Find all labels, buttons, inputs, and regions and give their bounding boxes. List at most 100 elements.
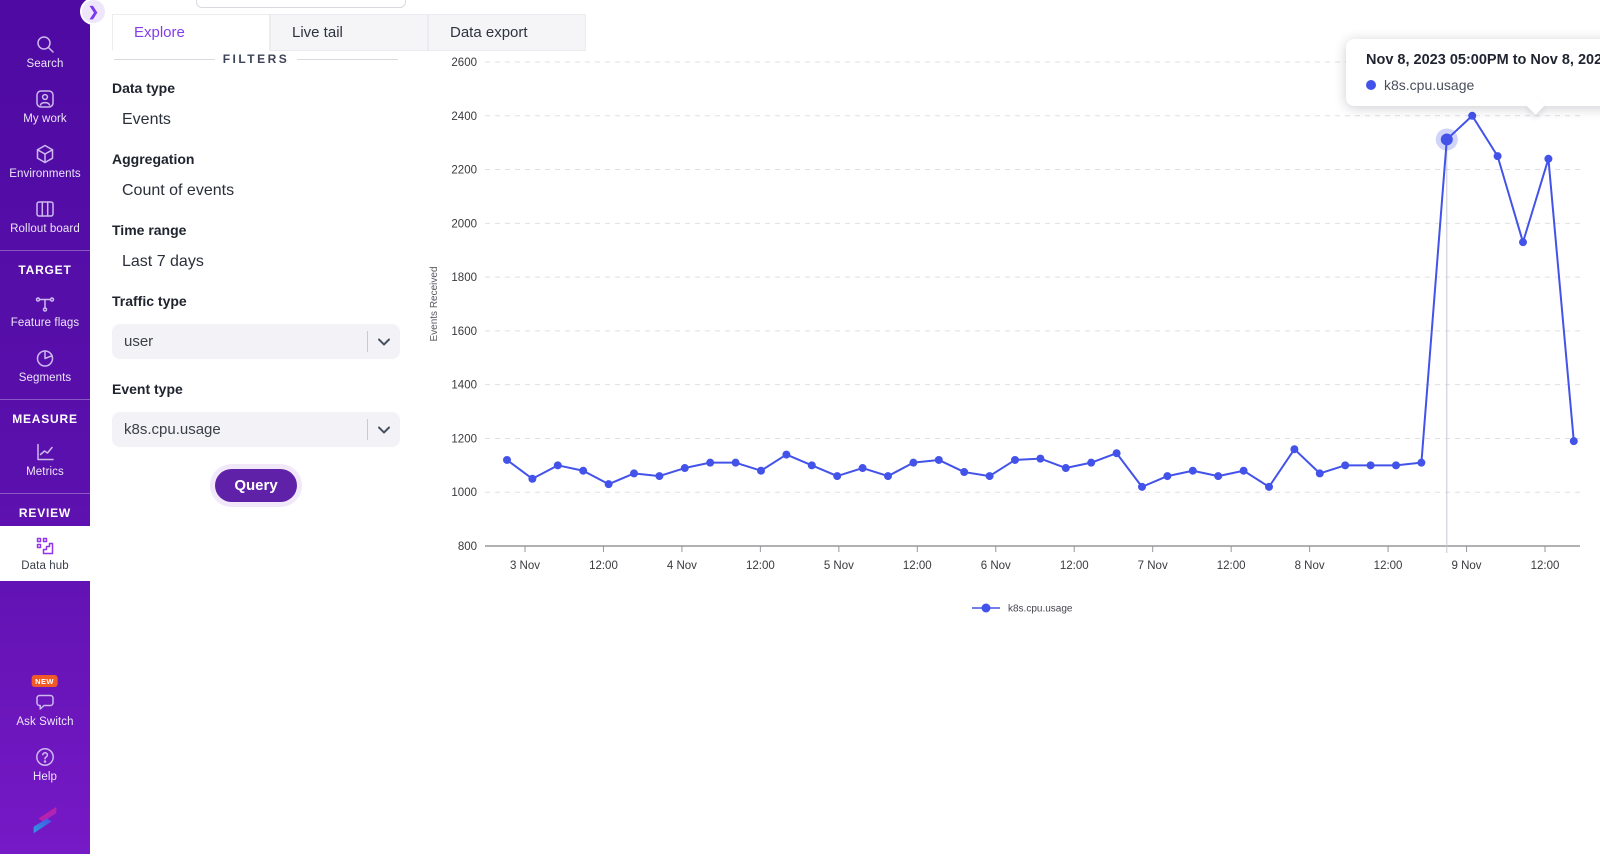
traffic-type-value: user <box>124 333 154 350</box>
sidebar-item-label: Metrics <box>26 466 64 478</box>
svg-text:800: 800 <box>458 541 477 553</box>
filter-label: Event type <box>112 381 183 397</box>
sidebar-item-label: Segments <box>18 372 72 384</box>
filters-title: FILTERS <box>222 52 290 66</box>
svg-text:12:00: 12:00 <box>1531 560 1560 572</box>
floating-input[interactable] <box>196 0 406 8</box>
svg-text:12:00: 12:00 <box>1374 560 1403 572</box>
filter-label: Traffic type <box>112 293 187 309</box>
svg-text:8 Nov: 8 Nov <box>1295 560 1325 572</box>
sidebar-item-metrics[interactable]: Metrics <box>0 432 90 487</box>
filter-value-data-type[interactable]: Events <box>122 111 171 128</box>
svg-text:9 Nov: 9 Nov <box>1452 560 1482 572</box>
series-dot-icon <box>1366 80 1376 90</box>
event-type-select[interactable]: k8s.cpu.usage <box>112 412 400 447</box>
sidebar-item-label: Rollout board <box>10 223 80 235</box>
chart-line-icon <box>34 441 56 463</box>
svg-text:1800: 1800 <box>451 272 477 284</box>
svg-text:12:00: 12:00 <box>746 560 775 572</box>
svg-text:1400: 1400 <box>451 380 477 392</box>
svg-text:2000: 2000 <box>451 218 477 230</box>
sidebar-item-label: Ask Switch <box>16 716 74 728</box>
sidebar-item-label: Environments <box>9 168 81 180</box>
sidebar-section-target: TARGET Feature flags Segments <box>0 250 90 393</box>
sidebar-item-data-hub[interactable]: Data hub <box>0 526 90 581</box>
tooltip-title: Nov 8, 2023 05:00PM to Nov 8, 2023 09:00… <box>1366 52 1600 68</box>
svg-text:6 Nov: 6 Nov <box>981 560 1011 572</box>
sidebar-item-label: Search <box>26 58 64 70</box>
svg-text:1600: 1600 <box>451 326 477 338</box>
svg-text:12:00: 12:00 <box>589 560 618 572</box>
filter-time-range: Time range Last 7 days <box>112 222 400 271</box>
filter-traffic-type: Traffic type user <box>112 293 400 359</box>
sidebar-expand-button[interactable]: ❯ <box>80 0 107 25</box>
sidebar-item-environments[interactable]: Environments <box>0 134 90 189</box>
sidebar-item-help[interactable]: Help <box>0 737 90 792</box>
new-badge: NEW <box>31 675 58 687</box>
svg-text:2400: 2400 <box>451 111 477 123</box>
event-type-value: k8s.cpu.usage <box>124 421 221 438</box>
svg-text:5 Nov: 5 Nov <box>824 560 854 572</box>
brand-logo <box>0 792 90 854</box>
sidebar-item-label: Data hub <box>21 560 69 572</box>
chart-svg[interactable]: 800 1000 1200 1400 1600 1800 2000 2200 2400 2600 3… <box>420 40 1600 640</box>
pie-icon <box>34 347 56 369</box>
filters-panel: FILTERS Data type Events Aggregation Cou… <box>112 50 400 502</box>
svg-text:12:00: 12:00 <box>903 560 932 572</box>
sidebar-item-my-work[interactable]: My work <box>0 79 90 134</box>
user-card-icon <box>34 88 56 110</box>
svg-text:4 Nov: 4 Nov <box>667 560 697 572</box>
main-area: Explore Live tail Data export FILTERS Da… <box>90 0 1600 854</box>
tab-live-tail[interactable]: Live tail <box>270 14 428 51</box>
sidebar-item-rollout-board[interactable]: Rollout board <box>0 189 90 244</box>
chevron-down-icon <box>368 426 400 434</box>
svg-text:12:00: 12:00 <box>1217 560 1246 572</box>
question-circle-icon <box>34 746 56 768</box>
filter-value-aggregation[interactable]: Count of events <box>122 182 235 199</box>
columns-icon <box>34 198 56 220</box>
sidebar-item-segments[interactable]: Segments <box>0 338 90 393</box>
filter-label: Aggregation <box>112 151 195 167</box>
svg-text:12:00: 12:00 <box>1060 560 1089 572</box>
filter-label: Data type <box>112 80 176 96</box>
sidebar-section-review: REVIEW Data hub <box>0 493 90 581</box>
svg-text:2200: 2200 <box>451 165 477 177</box>
sidebar-item-label: Help <box>32 771 58 783</box>
tab-data-export[interactable]: Data export <box>428 14 586 51</box>
sidebar-item-label: Feature flags <box>10 317 80 329</box>
filter-value-time-range[interactable]: Last 7 days <box>122 253 204 270</box>
section-header-review: REVIEW <box>18 506 72 520</box>
sidebar-item-search[interactable]: Search <box>0 24 90 79</box>
sidebar-item-feature-flags[interactable]: Feature flags <box>0 283 90 338</box>
section-header-target: TARGET <box>18 263 72 277</box>
chat-bubble-icon <box>34 691 56 713</box>
sidebar-item-ask-switch[interactable]: NEW Ask Switch <box>0 674 90 737</box>
svg-text:k8s.cpu.usage: k8s.cpu.usage <box>1008 604 1073 615</box>
svg-text:Events Received: Events Received <box>429 266 440 341</box>
branch-icon <box>34 292 56 314</box>
tab-explore[interactable]: Explore <box>112 14 270 51</box>
svg-text:1200: 1200 <box>451 433 477 445</box>
section-header-measure: MEASURE <box>12 412 78 426</box>
filter-label: Time range <box>112 222 187 238</box>
filter-data-type: Data type Events <box>112 80 400 129</box>
svg-text:1000: 1000 <box>451 487 477 499</box>
filter-aggregation: Aggregation Count of events <box>112 151 400 200</box>
chart-tooltip: Nov 8, 2023 05:00PM to Nov 8, 2023 09:00… <box>1346 39 1600 115</box>
svg-text:3 Nov: 3 Nov <box>510 560 540 572</box>
filters-heading: FILTERS <box>114 52 399 66</box>
chevron-down-icon <box>368 338 400 346</box>
tab-bar: Explore Live tail Data export <box>112 14 586 51</box>
sidebar-item-label: My work <box>23 113 67 125</box>
chart-area: 800 1000 1200 1400 1600 1800 2000 2200 2400 2600 3… <box>420 40 1600 640</box>
svg-text:2600: 2600 <box>451 57 477 69</box>
sidebar-section-measure: MEASURE Metrics <box>0 399 90 487</box>
data-hub-icon <box>34 535 56 557</box>
filter-event-type: Event type k8s.cpu.usage <box>112 381 400 447</box>
query-button[interactable]: Query <box>215 469 297 502</box>
svg-text:7 Nov: 7 Nov <box>1138 560 1168 572</box>
traffic-type-select[interactable]: user <box>112 324 400 359</box>
tooltip-series-name: k8s.cpu.usage <box>1384 77 1475 93</box>
search-icon <box>34 33 56 55</box>
